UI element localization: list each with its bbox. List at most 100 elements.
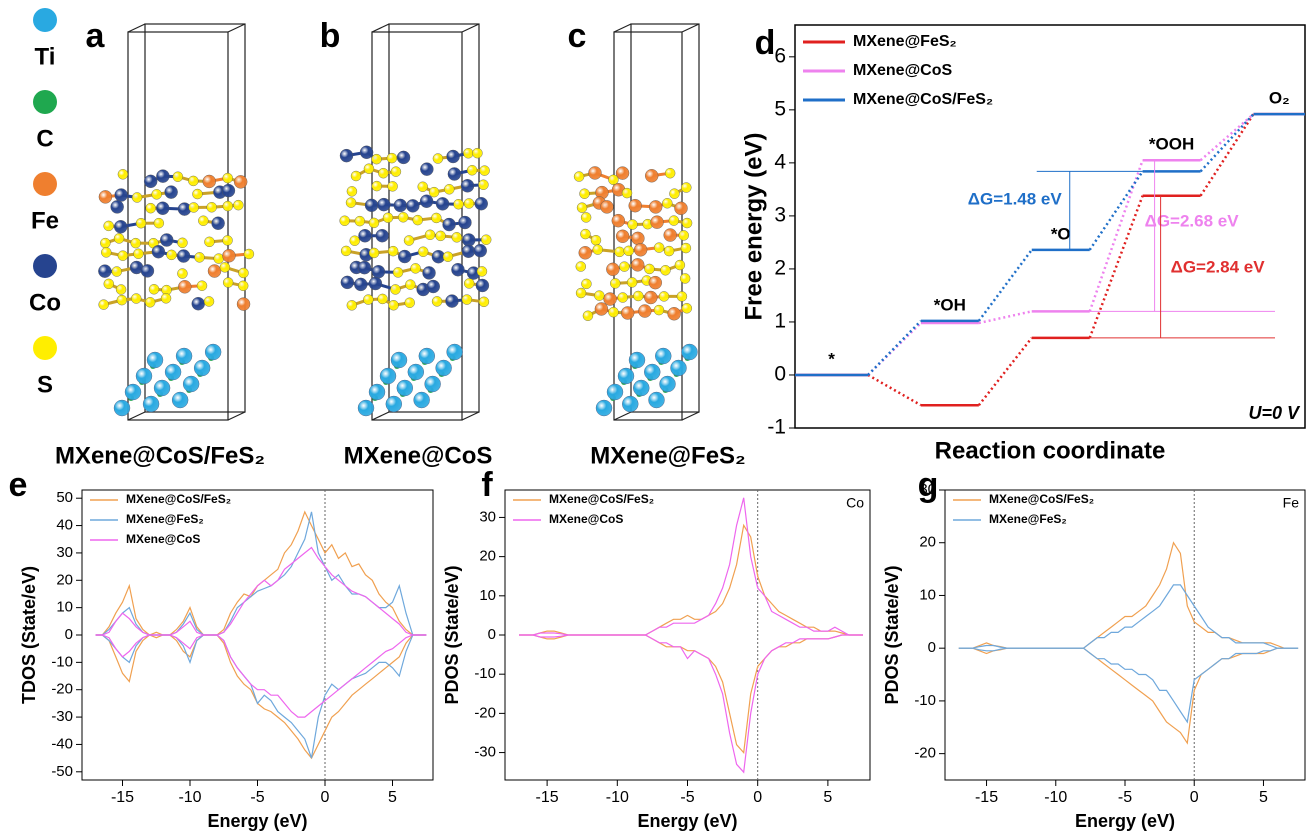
atom: [368, 247, 380, 259]
step-connector: [977, 249, 1033, 322]
x-tick-label: 0: [321, 789, 330, 806]
cell-frame: [630, 23, 700, 413]
atom: [233, 175, 248, 189]
atom: [363, 163, 375, 174]
atom: [681, 343, 698, 361]
y-tick-label: 10: [56, 599, 73, 616]
atom: [371, 180, 383, 192]
atom: [98, 299, 109, 310]
cell-edge: [613, 411, 632, 421]
atom: [580, 228, 591, 240]
atom: [659, 375, 676, 393]
atom: [594, 290, 605, 301]
atom: [142, 395, 160, 413]
atom: [364, 198, 379, 213]
atom: [653, 242, 665, 253]
atom: [196, 280, 208, 291]
atom: [371, 153, 382, 165]
y-tick-label: 10: [479, 587, 496, 604]
atom: [382, 212, 394, 223]
atom: [349, 235, 360, 246]
atom: [579, 188, 590, 199]
atom: [354, 277, 368, 292]
atom: [354, 215, 366, 227]
atom: [377, 293, 388, 305]
atom: [368, 383, 386, 401]
atom: [387, 181, 398, 192]
atom: [222, 235, 233, 246]
atom: [146, 351, 164, 369]
atom: [617, 292, 628, 303]
y-tick-label: 5: [774, 97, 786, 120]
atom: [358, 229, 372, 243]
atom: [387, 245, 399, 257]
atom: [131, 293, 142, 304]
atom: [595, 399, 613, 417]
atom: [340, 275, 355, 290]
atom: [679, 273, 691, 284]
atom: [575, 287, 587, 299]
atom: [160, 233, 174, 247]
atom: [592, 244, 603, 255]
atom: [628, 198, 642, 213]
atom: [115, 284, 127, 295]
atom: [156, 201, 170, 215]
atom: [404, 297, 415, 308]
atom: [447, 167, 462, 181]
dos-curve: [958, 647, 1299, 745]
atom: [663, 228, 677, 242]
cell-edge: [127, 411, 146, 421]
y-tick-label: 0: [488, 626, 496, 643]
atom: [153, 217, 165, 229]
atom: [664, 167, 676, 179]
atom: [431, 296, 443, 307]
cell-frame: [144, 23, 246, 413]
dos-curve: [95, 634, 427, 759]
atom: [655, 347, 672, 365]
atom: [424, 229, 436, 240]
plot-frame: [794, 24, 1306, 429]
element-label: Fe: [31, 207, 59, 234]
atom: [413, 391, 430, 409]
atom: [590, 235, 602, 246]
corner-label: Co: [846, 495, 864, 511]
element-swatch: [33, 90, 57, 114]
atom: [435, 230, 446, 242]
structure-caption: MXene@FeS₂: [590, 442, 745, 469]
atom: [131, 192, 143, 203]
step-connector: [1088, 170, 1144, 251]
atom: [660, 265, 671, 276]
atom: [378, 167, 389, 179]
x-axis-label: Energy (eV): [637, 811, 737, 831]
atom: [339, 148, 354, 163]
legend-label: MXene@CoS: [549, 512, 623, 526]
atom: [445, 294, 459, 308]
atom: [398, 249, 412, 264]
atom: [644, 263, 655, 275]
atom: [615, 229, 630, 243]
atom: [594, 302, 609, 316]
element-swatch: [33, 172, 57, 196]
atom: [390, 351, 408, 369]
atom: [198, 215, 209, 226]
y-axis-label: TDOS (State/eV): [19, 566, 39, 704]
atom: [678, 230, 689, 241]
y-tick-label: 40: [56, 517, 73, 534]
atom: [473, 243, 487, 258]
atom: [148, 284, 160, 295]
y-axis-label: Free energy (eV): [740, 132, 767, 320]
atom: [633, 379, 650, 397]
panel-letter: c: [568, 17, 587, 55]
atom: [461, 244, 476, 258]
atom: [446, 343, 463, 361]
atom: [124, 383, 142, 401]
atom: [144, 297, 156, 308]
panel-letter: b: [320, 17, 341, 55]
atom: [175, 347, 193, 365]
atom: [620, 306, 635, 320]
atom: [117, 250, 129, 261]
atom: [219, 262, 231, 273]
atom: [603, 292, 617, 306]
atom: [203, 296, 215, 307]
